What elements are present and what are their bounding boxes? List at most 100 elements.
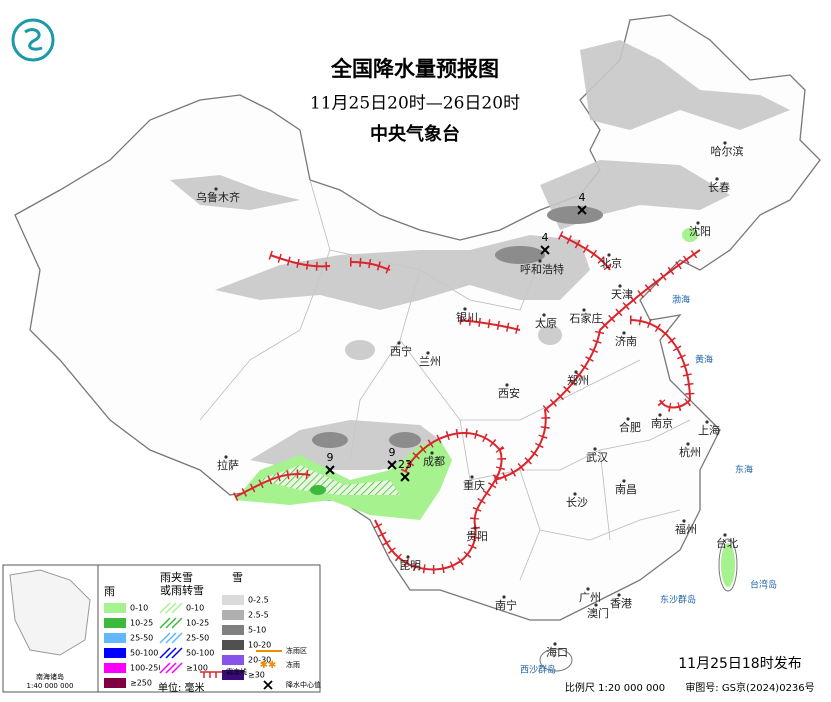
city-label: 南昌 [615,483,637,496]
legend-label: ≥250 [130,679,152,688]
legend-title: 雨 [104,585,115,598]
city-label: 银川 [456,310,478,324]
sea-label: 西沙群岛 [520,664,556,676]
city-label: 乌鲁木齐 [196,190,240,204]
city-dot [658,413,662,417]
city-label: 南京 [651,416,673,430]
legend-swatch [222,670,244,680]
legend-label: 50-100 [130,649,158,658]
legend-label: 50-100 [186,649,214,658]
city-dot [593,447,597,451]
city-dot [696,221,700,225]
city-dot [622,479,626,483]
center-value: 9 [327,451,334,464]
city-dot [574,370,578,374]
sea-label: 黄海 [695,354,713,366]
city-dot [705,420,709,424]
legend-swatch [104,603,126,613]
sea-label: 东沙群岛 [660,594,696,606]
legend-label: 10-20 [248,641,271,650]
city-dot [594,603,598,607]
hainan [539,648,573,672]
city-label: 长春 [708,181,730,194]
legend-label: 10-25 [186,619,209,628]
city-label: 南宁 [495,598,517,612]
city-label: 杭州 [679,445,701,459]
center-value: 23 [398,458,412,471]
logo [11,18,55,62]
legend-label: 25-50 [130,634,153,643]
city-dot [397,341,401,345]
city-dot [715,177,719,181]
symbol-frost-line [200,671,222,678]
city-label: 石家庄 [570,311,603,325]
city-label: 广州 [579,591,601,604]
symbol-label: 冻雨 [286,660,300,669]
province-borders [199,179,691,581]
legend-label: 0-10 [186,604,204,613]
center-mark [540,245,550,255]
city-dot [553,642,557,646]
city-label: 福州 [675,522,697,536]
legend-swatch [222,625,244,635]
sea-label: 东海 [735,464,753,476]
city-label: 澳门 [587,606,609,620]
symbol-freezing-rain: ✱✱ [260,660,277,671]
city-dot [723,533,727,537]
city-label: 长沙 [566,496,588,509]
center-value: 4 [579,191,586,204]
city-label: 合肥 [619,420,641,434]
city-label: 上海 [698,423,720,437]
legend-hatch [159,662,183,674]
center-value: 9 [389,446,396,459]
city-dot [626,417,630,421]
legend-swatch [222,640,244,650]
legend-label: ≥30 [248,671,265,680]
rain-heavy [310,485,326,495]
city-label: 西安 [498,386,520,400]
city-dot [538,259,542,263]
approval: 审图号: GS京(2024)0236号 [685,681,814,694]
city-label: 沈阳 [689,224,711,238]
legend-label: 0-2.5 [248,596,269,605]
legend-frame [97,564,321,693]
legend-label: 10-25 [130,619,153,628]
city-label: 昆明 [399,559,421,572]
symbol-label: 霜冻线 [226,667,247,676]
legend-label: 5-10 [248,626,266,635]
legend-swatch [104,663,126,673]
issued: 11月25日18时发布 [678,656,801,672]
symbol-label: 冻雨区 [286,646,307,655]
city-dot [582,308,586,312]
legend-swatch [104,633,126,643]
center-mark [577,205,587,215]
city-dot [573,492,577,496]
legend-swatch [104,678,126,688]
center-mark [387,460,397,470]
city-dot [542,313,546,317]
city-label: 贵阳 [466,530,488,543]
city-label: 武汉 [586,451,608,464]
center-mark [325,465,335,475]
symbol-label: 降水中心值 [286,680,321,689]
city-dot [426,351,430,355]
agency: 中央气象台 [370,123,460,145]
legend-title: 雪 [232,571,243,584]
legend-label: ≥100 [186,664,208,673]
legend-swatch [222,595,244,605]
legend-label: 2.5-5 [248,611,269,620]
legend-hatch [159,647,183,659]
city-label: 太原 [535,317,557,330]
legend-swatch [104,618,126,628]
city-dot [686,442,690,446]
city-dot [505,383,509,387]
legend-hatch [159,602,183,614]
city-dot [618,284,622,288]
city-dot [473,526,477,530]
frost-lines [233,230,703,574]
legend-swatch [104,648,126,658]
center-mark [400,472,410,482]
city-label: 北京 [600,256,622,270]
city-label: 济南 [615,334,637,348]
